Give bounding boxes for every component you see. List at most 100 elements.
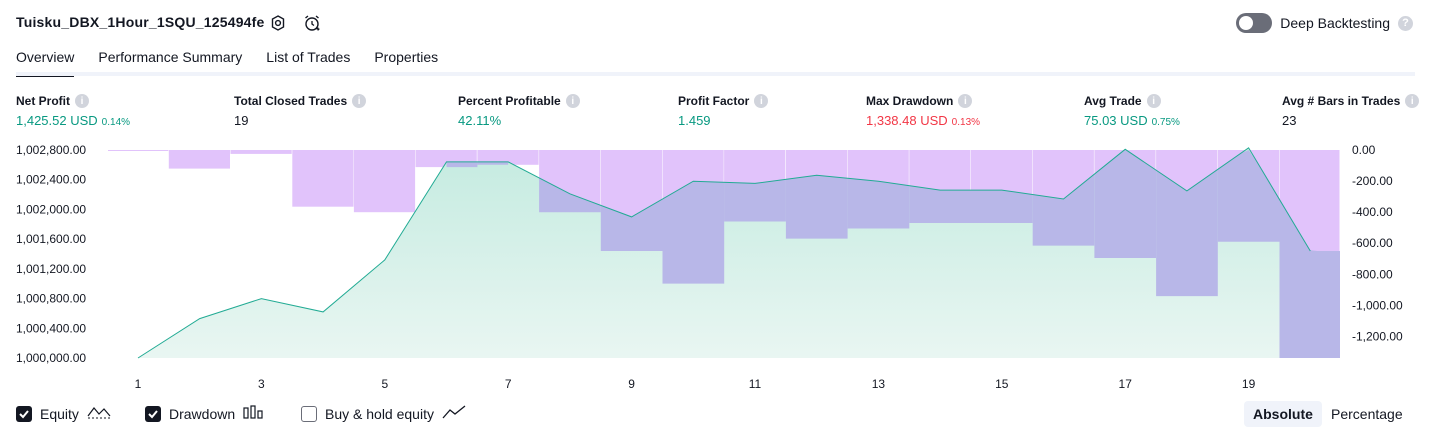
left-axis-tick-label: 1,000,800.00 [16, 292, 86, 306]
legend-drawdown[interactable]: Drawdown [145, 404, 265, 423]
buy-hold-line-icon [442, 404, 466, 423]
left-axis-tick-label: 1,002,000.00 [16, 202, 86, 216]
info-icon[interactable]: i [75, 94, 89, 108]
x-axis-tick-label: 3 [258, 377, 265, 391]
legend-buy-hold-equity[interactable]: Buy & hold equity [301, 404, 466, 423]
drawdown-bar [477, 150, 539, 165]
equity-line-layer [137, 147, 1311, 359]
metric-net-profit: Net Profit i 1,425.52 USD 0.14% [16, 94, 130, 128]
left-axis-tick-label: 1,000,000.00 [16, 351, 86, 365]
left-axis-tick-label: 1,000,400.00 [16, 321, 86, 335]
x-axis-tick-label: 1 [135, 377, 142, 391]
info-icon[interactable]: i [1146, 94, 1161, 108]
drawdown-checkbox[interactable] [145, 405, 161, 422]
info-icon[interactable]: i [958, 94, 973, 108]
metric-percent-profitable: Percent Profitable i 42.11% [458, 94, 580, 128]
drawdown-overlap [724, 179, 786, 222]
legend-equity[interactable]: Equity [16, 404, 111, 423]
metric-label: Avg # Bars in Trades [1282, 94, 1401, 108]
deep-backtesting-label: Deep Backtesting [1280, 15, 1390, 31]
metric-label: Max Drawdown [866, 94, 954, 108]
metric-max-drawdown: Max Drawdown i 1,338.48 USD 0.13% [866, 94, 980, 128]
equity-label: Equity [40, 405, 79, 422]
left-axis-tick-label: 1,002,800.00 [16, 143, 86, 157]
right-axis-tick-label: -600.00 [1352, 236, 1393, 250]
x-axis-tick-label: 7 [505, 377, 512, 391]
x-axis-tick-label: 9 [628, 377, 635, 391]
strategy-title: Tuisku_DBX_1Hour_1SQU_125494fe [16, 14, 265, 30]
equity-checkbox[interactable] [16, 405, 32, 422]
info-icon[interactable]: i [565, 94, 580, 108]
drawdown-overlap [446, 161, 478, 168]
drawdown-bars-icon [243, 404, 265, 423]
metric-value: 75.03 USD [1084, 113, 1148, 128]
x-axis-tick-label: 15 [995, 377, 1009, 391]
drawdown-bar [168, 150, 230, 169]
metric-percent: 0.14% [101, 117, 131, 128]
metric-label: Total Closed Trades [234, 94, 348, 108]
left-axis-tick-label: 1,001,600.00 [16, 232, 86, 246]
metric-avg-trade: Avg Trade i 75.03 USD 0.75% [1084, 94, 1180, 128]
alarm-clock-icon[interactable] [302, 13, 322, 33]
drawdown-overlap [1032, 174, 1095, 246]
metric-percent: 0.13% [951, 117, 981, 128]
drawdown-overlap [971, 190, 1033, 223]
metric-avg-bars-in-trades: Avg # Bars in Trades i 23 [1282, 94, 1420, 128]
x-axis-tick-label: 17 [1119, 377, 1133, 391]
help-icon[interactable]: ? [1398, 15, 1413, 31]
settings-gear-icon[interactable] [268, 13, 288, 33]
x-axis-tick-label: 19 [1242, 377, 1256, 391]
equity-line [137, 147, 1311, 359]
drawdown-overlap [662, 181, 725, 284]
buy-hold-checkbox[interactable] [301, 405, 317, 422]
left-axis: 1,000,000.00 1,000,400.00 1,000,800.00 1,00… [16, 143, 86, 365]
right-axis-tick-label: -400.00 [1352, 205, 1393, 219]
tab-list-of-trades[interactable]: List of Trades [266, 49, 351, 65]
info-icon[interactable]: i [352, 94, 367, 108]
right-axis-tick-label: -1,200.00 [1352, 330, 1403, 344]
metric-label: Net Profit [16, 94, 70, 108]
info-icon[interactable]: i [1405, 94, 1420, 108]
drawdown-overlap [785, 175, 848, 239]
left-axis-tick-label: 1,002,400.00 [16, 173, 86, 187]
drawdown-label: Drawdown [169, 405, 236, 422]
overlap-bars [446, 150, 1340, 358]
right-axis-tick-label: -200.00 [1352, 174, 1393, 188]
toggle-knob [1239, 16, 1254, 30]
drawdown-overlap [600, 199, 663, 251]
tab-divider [16, 72, 1415, 76]
drawdown-overlap [1217, 150, 1280, 242]
deep-backtesting-toggle[interactable] [1236, 13, 1273, 33]
drawdown-bar [230, 150, 292, 154]
x-axis-tick-label: 11 [749, 377, 762, 391]
percentage-toggle[interactable]: Percentage [1331, 406, 1403, 422]
tab-bar: Overview Performance Summary List of Tra… [16, 46, 439, 77]
metric-value: 42.11% [458, 113, 502, 128]
equity-series-icon [87, 404, 111, 423]
right-axis-tick-label: 0.00 [1352, 143, 1376, 157]
tab-performance-summary[interactable]: Performance Summary [98, 49, 243, 65]
right-axis-tick-label: -1,000.00 [1352, 298, 1403, 312]
metric-value: 1,338.48 USD [866, 113, 948, 128]
drawdown-overlap [539, 177, 601, 213]
metric-label: Profit Factor [678, 94, 750, 108]
metric-profit-factor: Profit Factor i 1.459 [678, 94, 769, 128]
absolute-toggle[interactable]: Absolute [1244, 401, 1322, 427]
tab-properties[interactable]: Properties [374, 49, 439, 65]
deep-backtesting-control: Deep Backtesting ? [1236, 13, 1413, 33]
drawdown-overlap [1156, 169, 1218, 297]
metric-value: 1.459 [678, 113, 711, 128]
right-axis: 0.00 -200.00 -400.00 -600.00 -800.00 -1,000.0… [1352, 143, 1403, 344]
buy-hold-label: Buy & hold equity [325, 405, 434, 422]
drawdown-overlap [909, 185, 971, 223]
drawdown-overlap [477, 161, 509, 165]
info-icon[interactable]: i [754, 94, 769, 108]
left-axis-tick-label: 1,001,200.00 [16, 262, 86, 276]
metric-label: Percent Profitable [458, 94, 561, 108]
metric-value: 23 [1282, 113, 1297, 128]
drawdown-overlap [1094, 150, 1156, 258]
equity-drawdown-chart[interactable]: 1,000,000.00 1,000,400.00 1,000,800.00 1,00… [0, 136, 1431, 398]
x-axis-tick-label: 5 [381, 377, 388, 391]
x-axis-tick-label: 13 [872, 377, 886, 391]
right-axis-tick-label: -800.00 [1352, 267, 1393, 281]
